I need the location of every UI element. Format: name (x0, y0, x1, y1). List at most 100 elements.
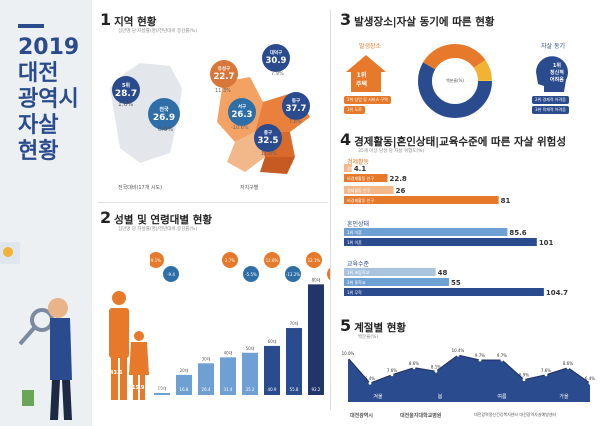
pct-bubble (243, 266, 259, 282)
age-bar (220, 357, 236, 395)
bubble-yuseong: 유성구 22.7 (210, 60, 238, 88)
pct-bubble (285, 266, 301, 282)
motive-tag2: 3위 육체적 어려움 (532, 106, 569, 114)
motive-label: 자살 동기 (541, 43, 565, 50)
footer-org1: 대전광역시 (350, 413, 374, 419)
age-bar (264, 345, 280, 395)
bubble-seo: 서구 26.3 (228, 98, 256, 126)
risk-value: 85.6 (509, 229, 526, 237)
season-value: 6.4% (585, 376, 595, 381)
pct-text: 2.7% (225, 258, 235, 263)
age-value: 26.4 (202, 387, 211, 392)
title-line2: 광역시 (18, 87, 79, 112)
risk-value: 48 (438, 269, 448, 277)
left-panel (0, 0, 92, 426)
bubble-rank: 5위 28.7 (112, 76, 140, 104)
season-value: 10.0% (342, 351, 355, 356)
seo-delta: -10.6% (231, 125, 249, 131)
legend-national: 전국대비(17개 시도) (118, 185, 163, 191)
title-line1: 대전 (18, 61, 59, 86)
pct-text: -5.5% (245, 272, 257, 277)
season-point (544, 373, 548, 377)
risk-row-label: 2위 중학교 (347, 279, 366, 285)
marital-label: 혼인상태 (347, 221, 370, 228)
age-label: 60대 (268, 338, 277, 344)
bubble-jung: 중구 32.5 (254, 124, 282, 152)
house-rank: 1위 주택 (356, 72, 368, 88)
season-value: 6.4% (365, 376, 375, 381)
bubble-national: 전국 26.9 (148, 98, 180, 130)
pct-text: 12.1% (308, 258, 321, 263)
s1-subtitle: 십만명 당 자살률(명)/전년대비 증감률(%) (118, 29, 198, 34)
risk-bar (344, 196, 499, 204)
age-label: 50대 (246, 345, 255, 351)
risk-row-label: 1위 초등학교 (347, 269, 370, 275)
footer-org3: 대전광역정신건강복지센터 대전광역자살예방센터 (474, 412, 557, 417)
risk-bar (344, 164, 352, 172)
age-label: 20대 (180, 367, 189, 373)
age-bar (154, 393, 170, 395)
pct-text: -13.2% (286, 272, 300, 277)
season-point (566, 366, 570, 370)
season-value: 8.1% (431, 364, 441, 369)
season-value: 7.6% (541, 368, 551, 373)
risk-value: 81 (501, 197, 511, 205)
age-label: 10대 (158, 385, 167, 391)
age-bar (308, 284, 324, 395)
place-label: 발생장소 (359, 43, 382, 50)
dong-delta: 7.8% (289, 119, 302, 125)
s4-title: 4 경제활동|혼인상태|교육수준에 따른 자살 위험성 (340, 130, 566, 149)
donut-chart (418, 44, 492, 118)
season-point (390, 373, 394, 377)
age-bar (286, 328, 302, 395)
age-value: 55.8 (290, 387, 299, 392)
season-point (434, 369, 438, 373)
season-point (346, 356, 350, 360)
pct-bubble (222, 252, 238, 268)
econ-label: 경제활동 (347, 159, 370, 166)
age-label: 30대 (202, 355, 211, 361)
pct-bubble (306, 252, 322, 268)
risk-row-label: 경제활동 인구 (347, 187, 371, 193)
s3-title: 3 발생장소|자살 동기에 따른 현황 (340, 10, 495, 29)
place-tag2: 3위 도로 (344, 106, 365, 114)
risk-bar (344, 228, 508, 236)
footer-org2: 대전을지대학교병원 (400, 413, 442, 419)
risk-row-label: 경제활동 인구 (347, 165, 371, 171)
risk-value: 26 (396, 187, 406, 195)
risk-row-label: 비경제활동 인구 (347, 197, 374, 203)
season-label: 봄 (438, 394, 443, 400)
title-line3: 자살 (18, 113, 59, 138)
season-label: 여름 (497, 393, 507, 400)
season-value: 6.9% (519, 373, 529, 378)
age-bar (198, 363, 214, 395)
age-value: 35.2 (246, 387, 255, 392)
season-label: 겨울 (373, 393, 383, 400)
age-value: 40.9 (268, 387, 277, 392)
risk-value: 104.7 (546, 289, 568, 297)
risk-bar (344, 268, 436, 276)
divider-v (330, 10, 331, 410)
risk-value: 22.8 (390, 175, 407, 183)
age-value: 16.8 (180, 387, 189, 392)
female-value: 15.9 (132, 385, 145, 391)
season-point (456, 353, 460, 357)
age-value: 31.4 (224, 387, 233, 392)
donut-center: 백분율(%) (446, 78, 464, 83)
motive-tag1: 2위 경제적 어려움 (532, 96, 569, 104)
season-label: 가을 (559, 393, 569, 400)
yuseong-delta: 11.3% (215, 88, 231, 94)
place-tag1: 2위 상업 및 서비스 구역 (344, 96, 391, 104)
accent-bar (18, 24, 44, 28)
s5-subtitle: 백분율(%) (358, 335, 379, 340)
legend-district: 자치구별 (240, 185, 259, 191)
head-icon (536, 56, 568, 92)
season-point (500, 358, 504, 362)
male-value: 43.6 (110, 370, 123, 376)
bubble-dong: 동구 37.7 (282, 92, 310, 120)
age-value: 92.2 (312, 387, 321, 392)
age-bar (242, 352, 258, 395)
season-value: 8.6% (563, 361, 573, 366)
national-delta: 0.9% (158, 126, 174, 133)
